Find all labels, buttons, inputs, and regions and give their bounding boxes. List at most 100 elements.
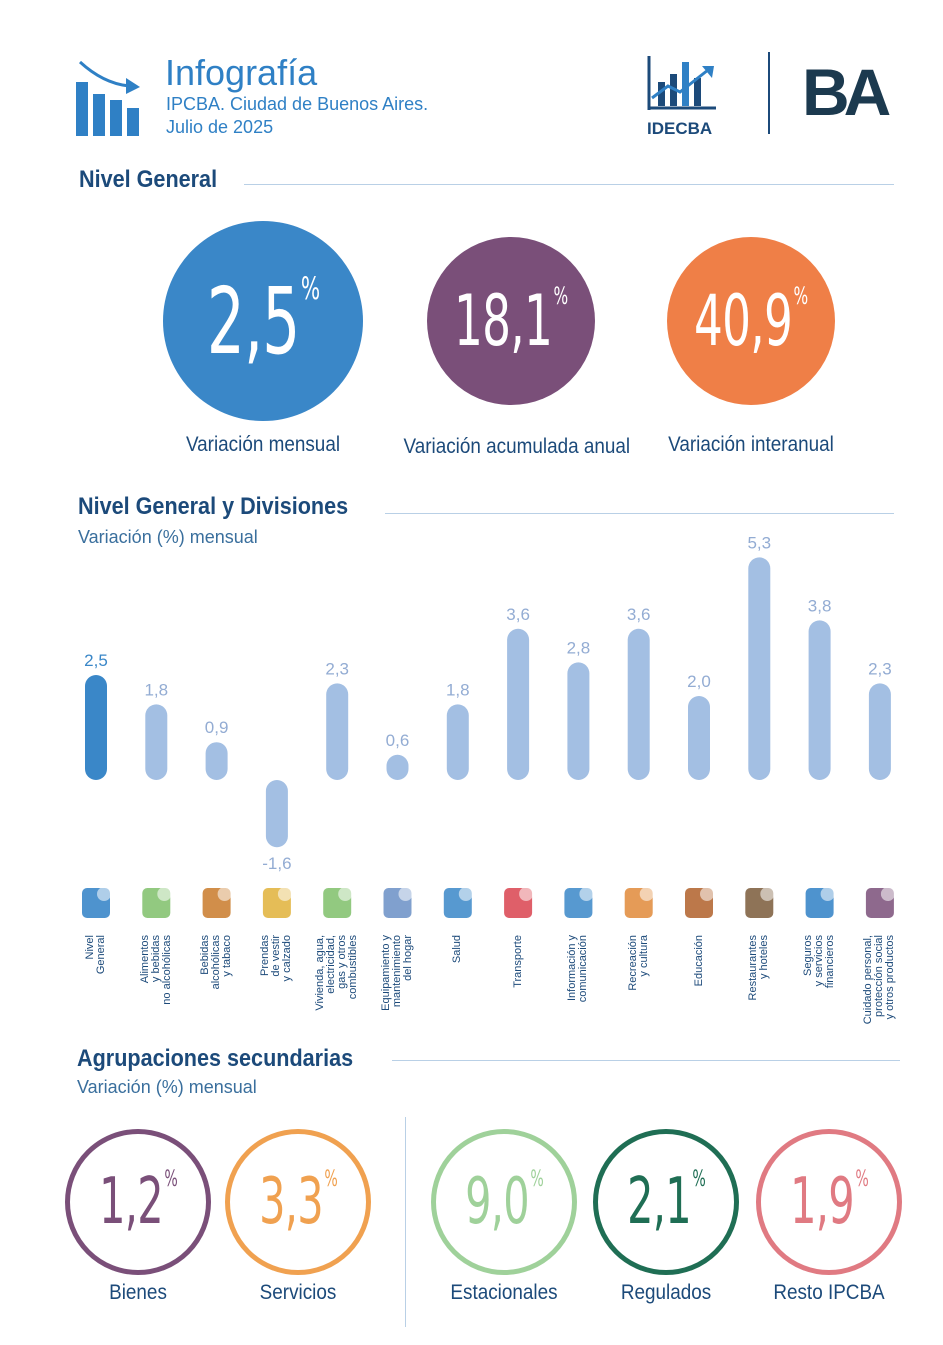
infographic-subtitle: IPCBA. Ciudad de Buenos Aires. — [166, 94, 429, 114]
division-icon-5 — [383, 887, 413, 918]
regulados-label: Regulados — [620, 1281, 712, 1304]
estacionales-value: 9,0 — [465, 1165, 529, 1239]
variacion-mensual-value: 2,5 — [206, 267, 300, 375]
category-label-line: General — [95, 935, 107, 975]
percent-sign: % — [553, 282, 569, 311]
bienes-ring: 1,2% — [65, 1129, 211, 1275]
category-label-line: financieros — [824, 935, 837, 989]
category-label-line: y otros productos — [884, 935, 897, 1020]
division-icon-3 — [262, 887, 292, 918]
variacion-interanual-value: 40,9 — [694, 280, 793, 362]
variacion-mensual-label: Variación mensual — [185, 433, 341, 456]
division-icon-7 — [504, 887, 534, 918]
bar-0 — [85, 675, 107, 780]
category-label-line: Transporte — [511, 935, 524, 988]
bar-value-label-4: 2,3 — [325, 659, 349, 678]
division-icon-12 — [805, 887, 835, 918]
divisiones-bar-chart: 2,5 1,8 0,9 -1,6 2,3 0,6 1,8 3,6 2,8 3,6 2,0 5,3 3,8… — [84, 533, 892, 873]
resto-ipcba-value: 1,9 — [790, 1165, 854, 1239]
bar-value-label-8: 2,8 — [567, 638, 591, 657]
category-label-line: y hoteles — [758, 935, 771, 980]
division-icon-11 — [745, 887, 775, 918]
category-label-8: Información y comunicación — [566, 935, 590, 1035]
servicios-ring: 3,3% — [225, 1129, 371, 1275]
bar-13 — [868, 683, 891, 780]
servicios-value: 3,3 — [259, 1165, 323, 1239]
category-label-1: Alimentos y bebidas no alcohólicas — [139, 935, 173, 1035]
category-label-line: no alcohólicas — [160, 935, 173, 1005]
infographic-date: Julio de 2025 — [166, 117, 274, 137]
category-label-12: Seguros y servicios financieros — [802, 935, 837, 1035]
bar-value-label-1: 1,8 — [144, 680, 168, 699]
bar-6 — [446, 704, 469, 780]
category-label-9: Recreación y cultura — [627, 935, 650, 1035]
division-icon-1 — [142, 887, 172, 918]
section-divider — [392, 1060, 900, 1061]
section-divider — [385, 513, 894, 514]
variacion-acumulada-label: Variación acumulada anual — [403, 435, 631, 458]
bar-7 — [507, 628, 530, 780]
divisiones-heading: Nivel General y Divisiones — [78, 493, 349, 520]
bar-8 — [567, 662, 590, 780]
bar-value-label-9: 3,6 — [627, 605, 651, 624]
division-icon-10 — [685, 887, 714, 918]
variacion-acumulada-value: 18,1 — [454, 280, 553, 362]
percent-sign: % — [300, 270, 320, 307]
category-label-line: del hogar — [402, 935, 414, 981]
logo-divider — [768, 52, 770, 134]
category-label-line: Educación — [692, 935, 705, 987]
bar-value-label-13: 2,3 — [868, 659, 892, 678]
bar-value-label-0: 2,5 — [84, 651, 108, 670]
division-icon-8 — [564, 887, 594, 918]
division-icon-6 — [443, 887, 473, 918]
division-icons-row — [82, 887, 895, 918]
bienes-label: Bienes — [109, 1281, 167, 1304]
ba-logo: BA — [802, 55, 891, 129]
bar-value-label-10: 2,0 — [687, 672, 711, 691]
percent-sign: % — [164, 1167, 177, 1193]
bar-value-label-5: 0,6 — [386, 731, 410, 750]
agrupaciones-heading: Agrupaciones secundarias — [77, 1045, 354, 1072]
category-label-line: comunicación — [577, 935, 590, 1003]
idecba-logo-text: IDECBA — [647, 119, 713, 138]
variacion-acumulada-circle: 18,1% — [427, 237, 595, 405]
category-label-5: Equipamiento y mantenimiento del hogar — [380, 935, 414, 1035]
category-label-line: y tabaco — [221, 935, 234, 977]
percent-sign: % — [855, 1167, 868, 1193]
category-label-11: Restaurantes y hoteles — [747, 935, 771, 1035]
category-label-2: Bebidas alcohólicas y tabaco — [199, 935, 234, 1035]
section-divider — [244, 184, 894, 185]
regulados-ring: 2,1% — [593, 1129, 739, 1275]
divisiones-subtitle: Variación (%) mensual — [78, 527, 258, 547]
bar-4 — [326, 683, 349, 780]
nivel-general-heading: Nivel General — [79, 166, 218, 193]
regulados-value: 2,1 — [627, 1165, 691, 1239]
division-icon-4 — [323, 887, 353, 918]
percent-sign: % — [793, 282, 809, 311]
bar-9 — [627, 628, 650, 780]
category-label-0: Nivel General — [84, 935, 107, 1035]
infographic-title: Infografía — [165, 52, 318, 93]
category-label-6: Salud — [451, 935, 463, 1035]
category-label-4: Vivienda, agua, electricidad, gas y otros c… — [314, 935, 360, 1035]
agrupaciones-divider — [405, 1117, 406, 1327]
percent-sign: % — [530, 1167, 543, 1193]
percent-sign: % — [324, 1167, 337, 1193]
bar-value-label-6: 1,8 — [446, 680, 470, 699]
estacionales-label: Estacionales — [450, 1281, 558, 1304]
estacionales-ring: 9,0% — [431, 1129, 577, 1275]
bar-11 — [748, 557, 771, 780]
category-label-7: Transporte — [511, 935, 524, 1035]
resto-ipcba-label: Resto IPCBA — [773, 1281, 885, 1304]
bar-10 — [688, 696, 710, 780]
bar-value-label-7: 3,6 — [506, 605, 530, 624]
bar-5 — [386, 754, 409, 780]
bienes-value: 1,2 — [99, 1165, 163, 1239]
category-label-line: y calzado — [281, 935, 294, 982]
division-icon-13 — [865, 887, 895, 918]
percent-sign: % — [692, 1167, 705, 1193]
bar-3 — [265, 780, 288, 848]
resto-ipcba-ring: 1,9% — [756, 1129, 902, 1275]
bar-12 — [808, 620, 831, 780]
category-label-line: combustibles — [347, 935, 360, 1000]
